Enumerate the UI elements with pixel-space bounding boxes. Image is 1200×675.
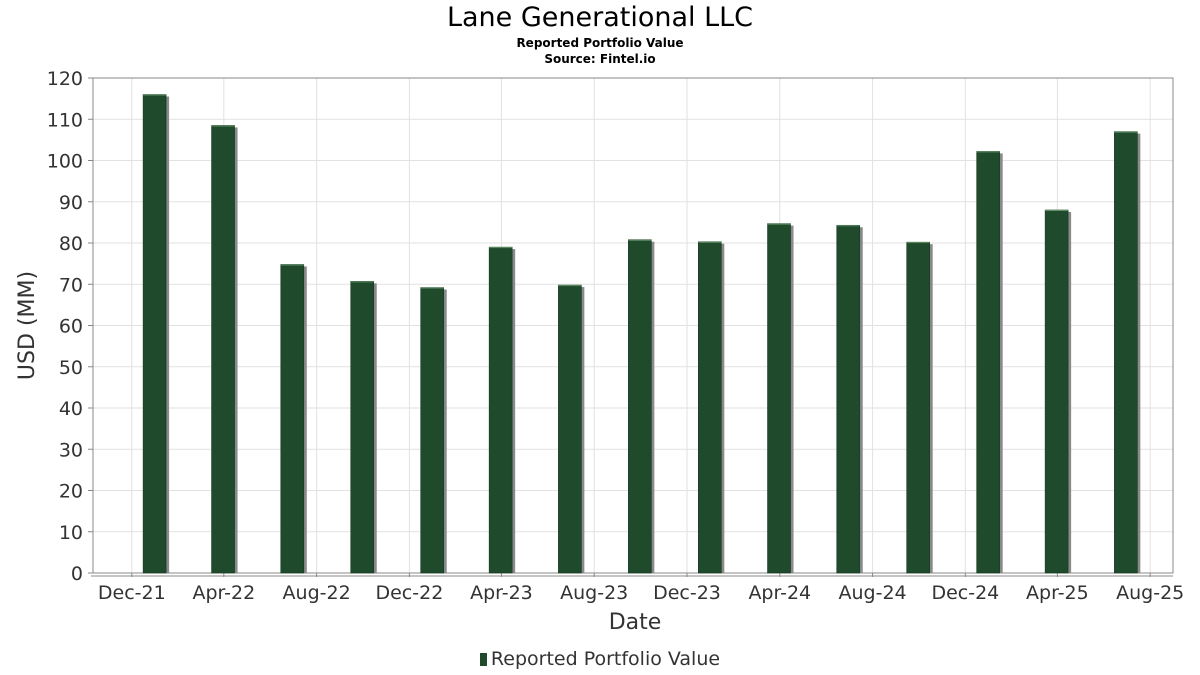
bar: [767, 223, 791, 574]
x-tick-label: Apr-22: [192, 582, 255, 604]
x-tick-label: Apr-23: [470, 582, 533, 604]
y-tick-label: 40: [59, 398, 83, 420]
bar: [628, 239, 652, 574]
chart-title: Lane Generational LLC: [446, 2, 754, 33]
y-tick-label: 80: [59, 233, 83, 255]
y-tick-label: 30: [59, 439, 83, 461]
bar: [976, 151, 1000, 574]
x-tick-label: Dec-24: [931, 582, 999, 604]
x-tick-label: Aug-25: [1116, 582, 1184, 604]
bar: [142, 94, 167, 574]
bar: [420, 287, 445, 574]
bar: [558, 284, 582, 574]
x-tick-label: Aug-24: [839, 582, 907, 604]
x-tick-label: Apr-24: [748, 582, 811, 604]
x-tick-label: Dec-23: [653, 582, 721, 604]
bar: [1114, 131, 1138, 574]
x-tick-label: Dec-22: [375, 582, 443, 604]
y-tick-label: 0: [71, 563, 83, 585]
y-axis-title: USD (MM): [15, 271, 40, 380]
y-tick-label: 20: [59, 481, 83, 503]
bar: [211, 125, 235, 574]
bar: [488, 246, 513, 574]
y-tick-label: 70: [59, 274, 83, 296]
chart-subtitle: Reported Portfolio Value: [516, 36, 684, 50]
y-tick-label: 110: [47, 109, 83, 131]
chart-source: Source: Fintel.io: [544, 52, 656, 66]
y-tick-label: 50: [59, 357, 83, 379]
y-tick-label: 120: [47, 68, 83, 90]
bar: [350, 281, 375, 574]
x-tick-label: Aug-22: [283, 582, 351, 604]
bar: [906, 241, 931, 574]
x-axis-title: Date: [609, 610, 662, 635]
legend: Reported Portfolio Value: [0, 648, 1200, 670]
bar: [698, 241, 722, 574]
x-tick-label: Aug-23: [560, 582, 628, 604]
x-tick-label: Apr-25: [1026, 582, 1089, 604]
y-tick-label: 10: [59, 522, 83, 544]
y-tick-label: 60: [59, 316, 83, 338]
legend-swatch: [479, 653, 487, 666]
y-tick-label: 90: [59, 192, 83, 214]
x-tick-label: Dec-21: [98, 582, 166, 604]
bar: [836, 224, 861, 574]
y-tick-label: 100: [47, 151, 83, 173]
bar: [1044, 209, 1069, 574]
bar: [280, 264, 305, 574]
legend-label: Reported Portfolio Value: [490, 648, 721, 670]
